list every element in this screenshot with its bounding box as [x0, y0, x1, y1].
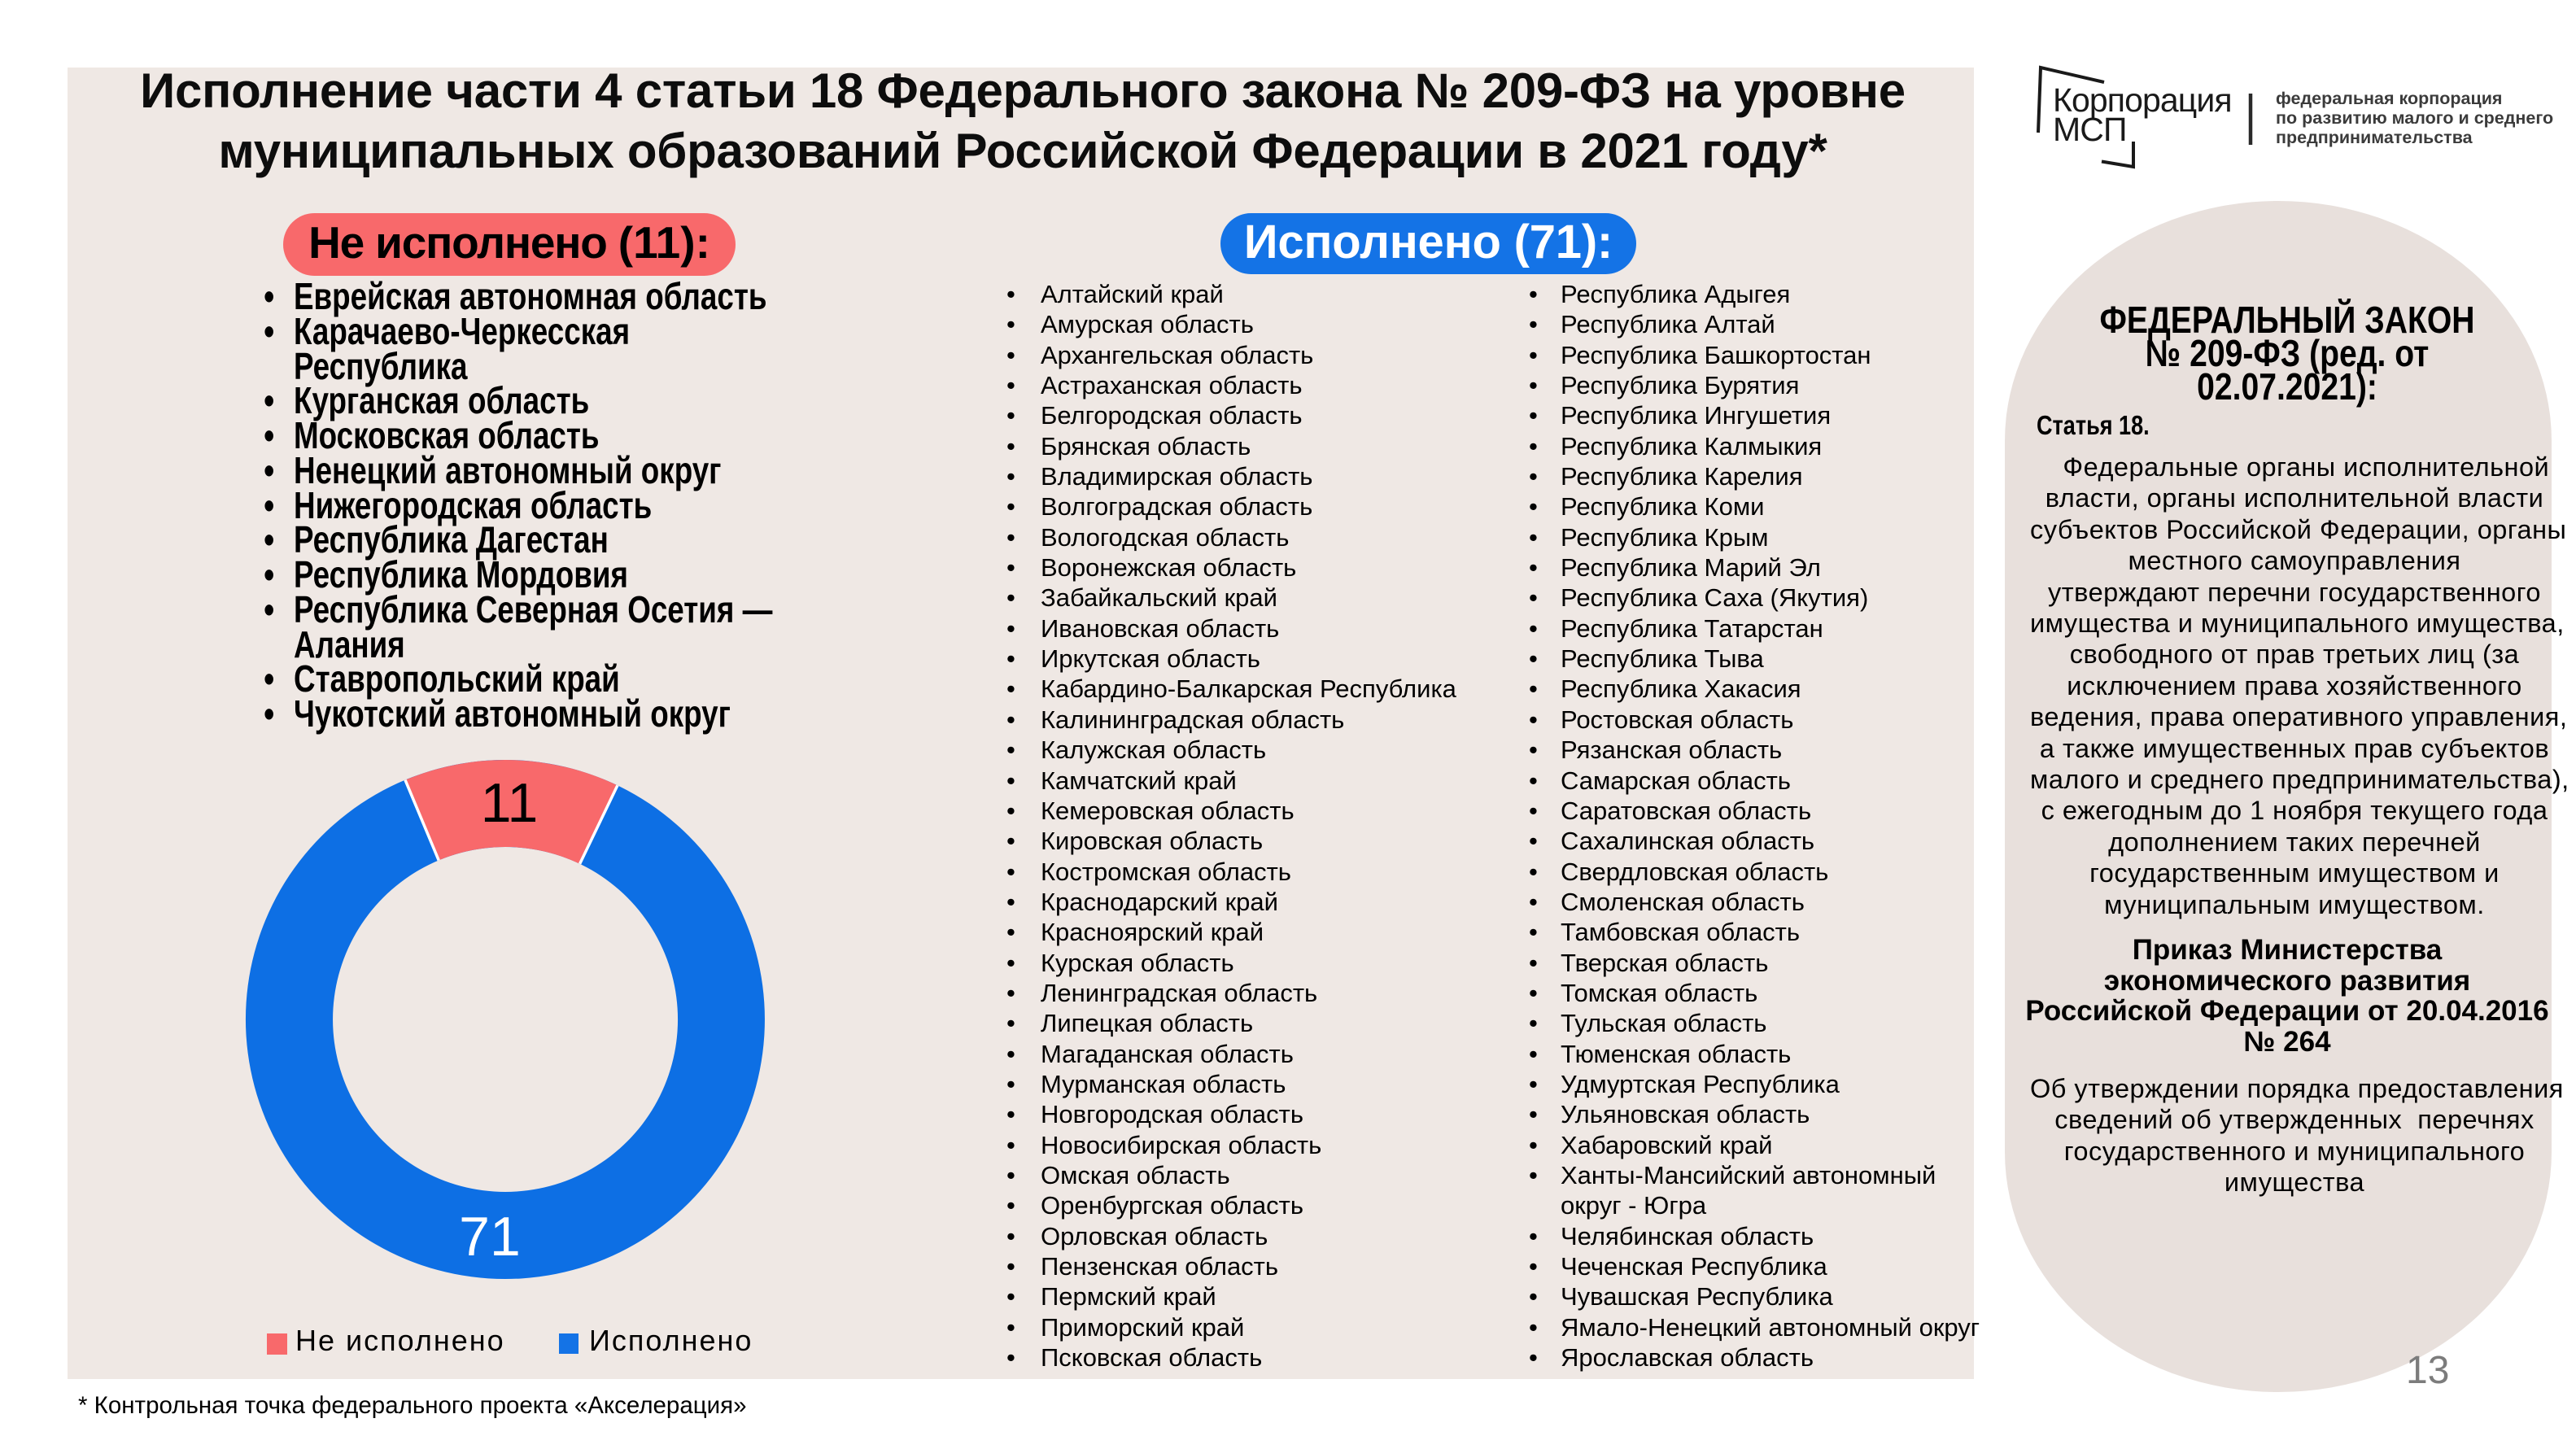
svg-text:по развитию малого и среднего: по развитию малого и среднего [2276, 108, 2553, 128]
svg-text:МСП: МСП [2053, 111, 2127, 148]
svg-text:Корпорация: Корпорация [2053, 81, 2232, 119]
svg-text:федеральная корпорация: федеральная корпорация [2276, 89, 2502, 108]
svg-text:предпринимательства: предпринимательства [2276, 128, 2473, 147]
